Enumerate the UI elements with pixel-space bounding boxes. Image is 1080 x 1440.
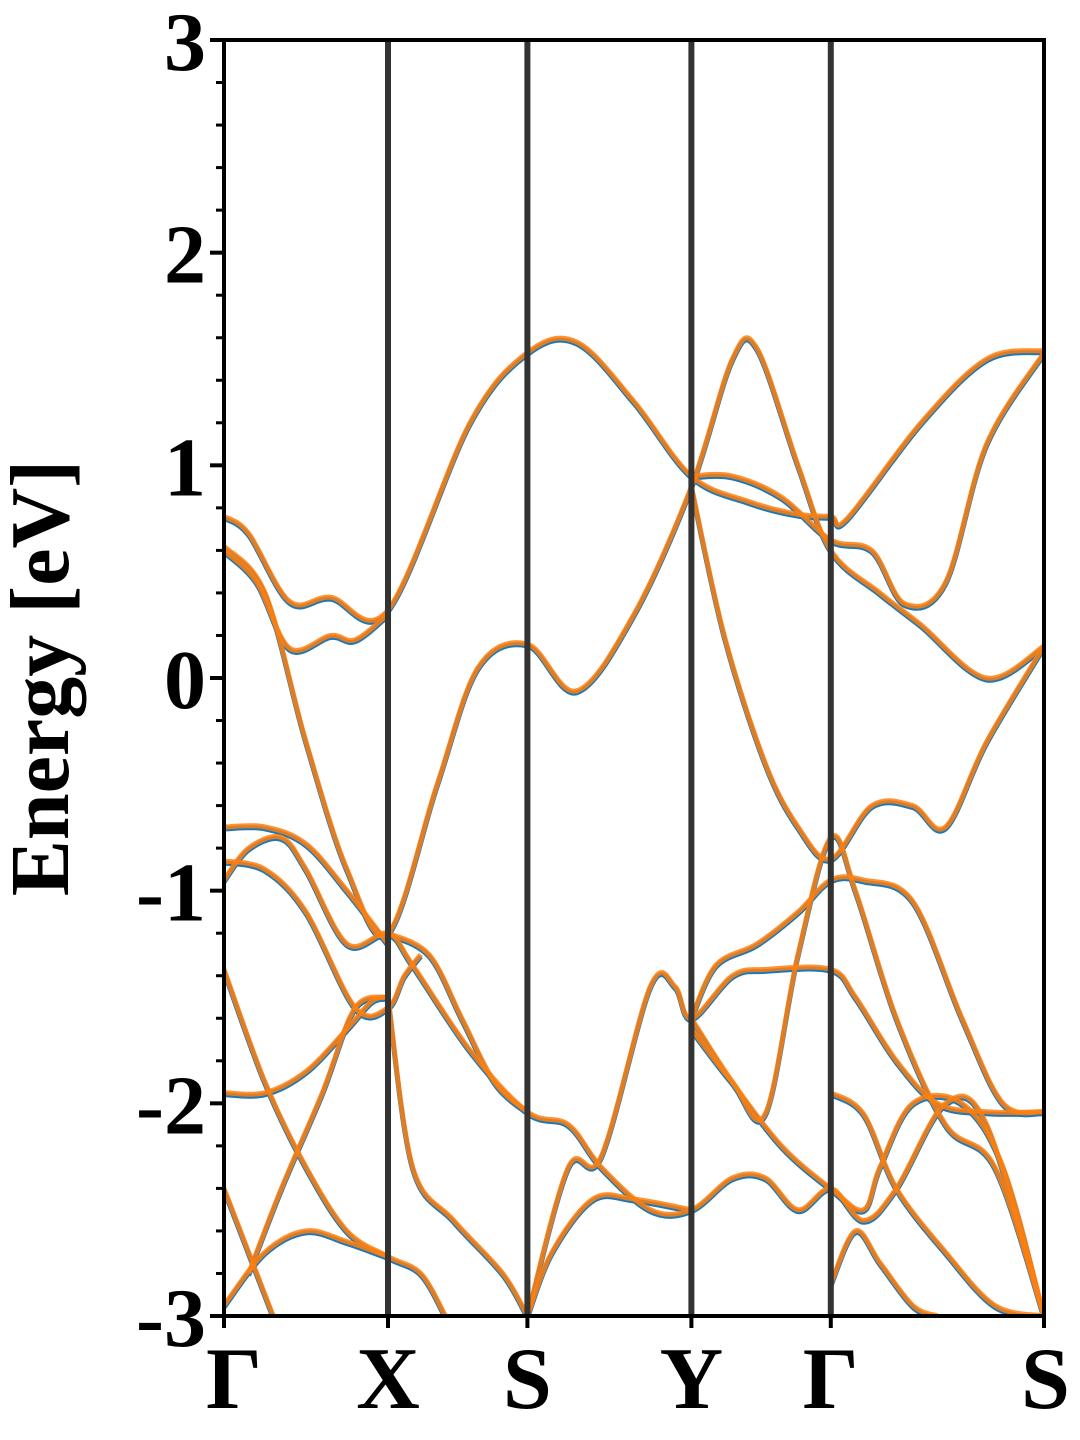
band-line-b-8: [386, 930, 530, 1114]
band-line-a-19: [689, 1018, 1044, 1316]
band-line-b-1: [224, 548, 390, 653]
band-line-b-19: [689, 1016, 1044, 1316]
band-series-b: [224, 335, 1044, 1316]
band-line-b-14: [385, 996, 530, 1316]
band-line-b-11: [224, 1187, 276, 1316]
band-line-b-7: [224, 858, 423, 1019]
band-line-b-3: [691, 351, 1044, 609]
y-axis-label: Energy [eV]: [0, 460, 87, 896]
band-series-a: [224, 337, 1044, 1316]
plot-frame: [222, 38, 1046, 1318]
band-line-b-5: [224, 823, 390, 946]
band-line-b-13: [246, 994, 389, 1275]
y-tick-label: 3: [164, 0, 206, 89]
band-line-b-21: [828, 1228, 939, 1316]
band-line-b-10: [224, 968, 448, 1316]
y-tick-label: -3: [136, 1272, 206, 1365]
kpoint-label-4: Γ: [803, 1331, 859, 1428]
kpoint-label-0: Γ: [206, 1331, 262, 1428]
y-axis-ticks: -3 -2 -1 0 1 2 3: [136, 0, 224, 1365]
kpath-lines: [385, 40, 834, 1316]
y-tick-label: 0: [164, 634, 206, 727]
band-line-b-4: [688, 486, 1044, 862]
band-line-b-17: [689, 874, 1044, 1116]
band-line-b-20: [829, 1090, 1044, 1316]
band-line-b-9: [224, 994, 389, 1097]
band-line-a-0: [224, 337, 1044, 625]
band-line-b-0: [224, 335, 1044, 623]
y-tick-label: 1: [164, 421, 206, 514]
kpoint-label-2: S: [503, 1331, 552, 1428]
kpoint-label-1: X: [356, 1331, 420, 1428]
band-line-b-15: [525, 1192, 692, 1316]
band-line-b-2: [224, 335, 1044, 939]
y-tick-label: -2: [136, 1059, 206, 1152]
kpoint-label-3: Y: [660, 1331, 724, 1428]
band-line-a-4: [688, 488, 1044, 864]
band-line-b-16: [524, 964, 1044, 1316]
y-tick-label: -1: [136, 847, 206, 940]
y-tick-label: 2: [164, 209, 206, 302]
kpoint-label-5: S: [1021, 1331, 1070, 1428]
